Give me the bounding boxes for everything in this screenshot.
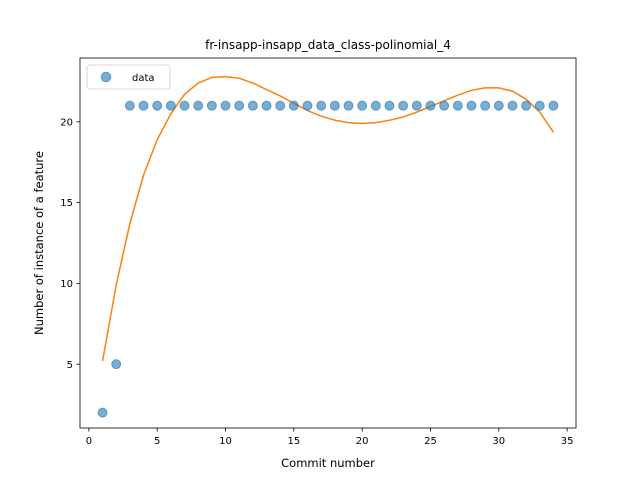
data-point bbox=[398, 100, 409, 111]
legend-marker-data bbox=[100, 71, 112, 83]
x-tick-label: 10 bbox=[219, 436, 232, 447]
data-point bbox=[179, 100, 190, 111]
data-point bbox=[165, 100, 176, 111]
x-axis-ticks: 0 5 10 15 20 25 30 35 bbox=[86, 428, 574, 447]
data-point bbox=[452, 100, 463, 111]
data-points-layer bbox=[97, 100, 559, 418]
x-axis-label: Commit number bbox=[281, 456, 375, 470]
legend-label-data: data bbox=[132, 73, 155, 84]
data-point bbox=[234, 100, 245, 111]
x-tick-label: 5 bbox=[154, 436, 160, 447]
data-point bbox=[439, 100, 450, 111]
data-point bbox=[493, 100, 504, 111]
x-tick-label: 0 bbox=[86, 436, 92, 447]
data-point bbox=[329, 100, 340, 111]
x-tick-label: 25 bbox=[424, 436, 437, 447]
legend-box bbox=[86, 64, 171, 90]
axes-frame bbox=[79, 57, 577, 429]
chart-title: fr-insapp-insapp_data_class-polinomial_4 bbox=[205, 38, 451, 52]
data-point bbox=[466, 100, 477, 111]
data-point bbox=[480, 100, 491, 111]
legend: data bbox=[86, 64, 171, 90]
data-point bbox=[152, 100, 163, 111]
data-point bbox=[370, 100, 381, 111]
data-point bbox=[220, 100, 231, 111]
data-point bbox=[357, 100, 368, 111]
y-tick-label: 20 bbox=[60, 117, 73, 128]
data-point bbox=[124, 100, 135, 111]
data-point bbox=[138, 100, 149, 111]
data-point bbox=[548, 100, 559, 111]
x-tick-label: 20 bbox=[356, 436, 369, 447]
data-point bbox=[275, 100, 286, 111]
data-point bbox=[288, 100, 299, 111]
data-point bbox=[302, 100, 313, 111]
data-point bbox=[97, 407, 108, 418]
x-tick-label: 35 bbox=[561, 436, 574, 447]
y-axis-label: Number of instance of a feature bbox=[32, 151, 46, 335]
data-point bbox=[411, 100, 422, 111]
data-point bbox=[425, 100, 436, 111]
fit-line-layer bbox=[101, 75, 555, 362]
fit-line bbox=[101, 75, 555, 362]
y-tick-label: 15 bbox=[60, 198, 73, 209]
data-point bbox=[193, 100, 204, 111]
data-point bbox=[384, 100, 395, 111]
y-axis-ticks: 5 10 15 20 bbox=[60, 117, 80, 371]
data-point bbox=[247, 100, 258, 111]
data-point bbox=[261, 100, 272, 111]
y-tick-label: 5 bbox=[67, 360, 73, 371]
data-point bbox=[316, 100, 327, 111]
x-tick-label: 15 bbox=[287, 436, 300, 447]
data-point bbox=[111, 359, 122, 370]
data-point bbox=[534, 100, 545, 111]
data-point bbox=[206, 100, 217, 111]
data-point bbox=[343, 100, 354, 111]
x-tick-label: 30 bbox=[492, 436, 505, 447]
data-point bbox=[507, 100, 518, 111]
data-point bbox=[521, 100, 532, 111]
y-tick-label: 10 bbox=[60, 279, 73, 290]
